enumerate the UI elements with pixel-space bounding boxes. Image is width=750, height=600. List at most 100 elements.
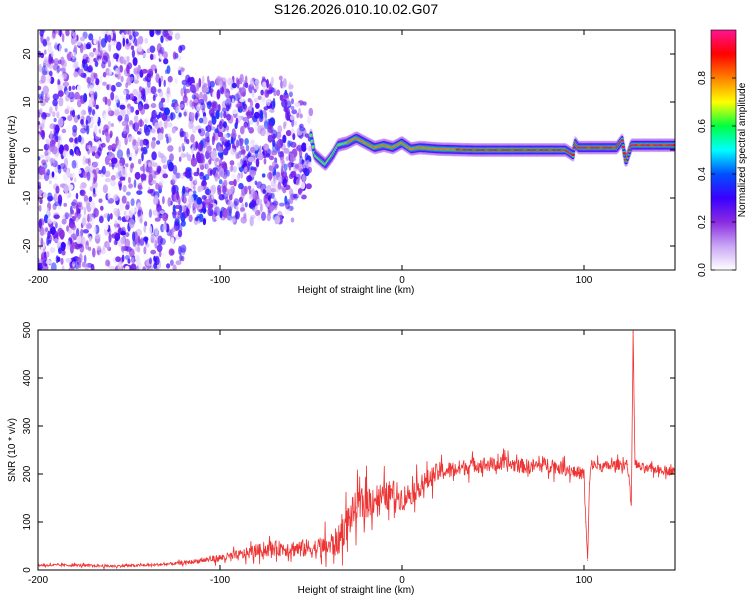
spectrogram-noise-cell <box>66 168 70 177</box>
spectrogram-noise-cell <box>115 136 119 147</box>
spectrogram-noise-cell <box>266 184 272 194</box>
spectrogram-noise-cell <box>66 105 70 111</box>
spectrogram-noise-cell <box>60 241 66 252</box>
spectrogram-noise-cell <box>125 82 129 89</box>
spectrogram-noise-cell <box>92 247 96 258</box>
spectrogram-noise-cell <box>281 98 288 108</box>
spectrogram-noise-cell <box>47 216 54 224</box>
spectrogram-noise-cell <box>183 111 187 117</box>
spectrogram-noise-cell <box>303 162 306 169</box>
spectrogram-noise-cell <box>218 146 223 154</box>
spectrogram-noise-cell <box>292 133 296 141</box>
spectrogram-noise-cell <box>180 67 185 72</box>
spectrogram-noise-cell <box>149 30 155 37</box>
spectrogram-noise-cell <box>85 115 92 124</box>
spectrogram-noise-cell <box>283 163 288 172</box>
spectrogram-noise-cell <box>294 183 297 192</box>
spectrogram-noise-cell <box>130 207 136 213</box>
spectrogram-noise-cell <box>79 43 84 54</box>
spectrogram-noise-cell <box>43 143 50 151</box>
spectrogram-noise-cell <box>301 142 307 152</box>
spectrogram-noise-cell <box>144 243 150 248</box>
spectrogram-noise-cell <box>53 238 59 243</box>
spectrogram-noise-cell <box>107 34 112 43</box>
spectrogram-noise-cell <box>130 45 135 50</box>
spectrogram-noise-cell <box>196 197 202 205</box>
spectrogram-noise-cell <box>53 132 57 140</box>
spectrogram-noise-cell <box>85 222 93 230</box>
spectrogram-noise-cell <box>200 164 205 170</box>
spectrogram-noise-cell <box>140 165 146 172</box>
spectrogram-noise-cell <box>308 107 314 117</box>
spectrogram-noise-cell <box>77 169 82 175</box>
spectrogram-noise-cell <box>282 134 287 144</box>
spectrogram-y-tick-label: 20 <box>22 48 33 60</box>
spectrogram-noise-cell <box>71 261 76 267</box>
spectrogram-noise-cell <box>125 38 129 44</box>
spectrogram-noise-cell <box>85 241 90 250</box>
spectrogram-noise-cell <box>278 202 286 207</box>
spectrogram-noise-cell <box>210 102 217 109</box>
spectrogram-noise-cell <box>115 171 122 179</box>
spectrogram-noise-cell <box>62 150 69 158</box>
spectrogram-noise-cell <box>251 198 257 208</box>
spectrogram-noise-cell <box>288 161 292 171</box>
snr-data-point <box>255 550 257 552</box>
spectrogram-noise-cell <box>179 254 183 262</box>
spectrogram-noise-cell <box>38 156 41 161</box>
spectrogram-noise-cell <box>91 173 95 179</box>
spectrogram-noise-cell <box>107 192 111 200</box>
colorbar-tick-label: 0.2 <box>697 215 708 229</box>
spectrogram-noise-cell <box>233 179 237 187</box>
spectrogram-noise-cell <box>263 143 269 151</box>
snr-x-tick-label: 0 <box>399 575 405 586</box>
colorbar-frame <box>710 29 737 271</box>
spectrogram-noise-cell <box>63 73 67 78</box>
spectrogram-noise-cell <box>201 180 206 187</box>
spectrogram-noise-cell <box>138 146 141 153</box>
spectrogram-noise-cell <box>83 254 87 264</box>
spectrogram-noise-cell <box>142 138 149 146</box>
spectrogram-noise-cell <box>167 81 172 88</box>
spectrogram-noise-cell <box>38 133 41 142</box>
spectrogram-noise-cell <box>284 195 288 205</box>
spectrogram-noise-cell <box>119 95 125 101</box>
spectrogram-noise-cell <box>158 90 164 98</box>
spectrogram-noise-cell <box>266 213 271 222</box>
spectrogram-noise-cell <box>47 230 51 239</box>
spectrogram-noise-cell <box>104 155 110 165</box>
spectrogram-noise-cell <box>260 89 264 96</box>
spectrogram-noise-cell <box>269 206 275 212</box>
spectrogram-noise-cell <box>224 196 229 204</box>
spectrogram-noise-cell <box>245 145 250 152</box>
spectrogram-noise-cell <box>191 125 197 134</box>
spectrogram-noise-cell <box>189 112 195 120</box>
spectrogram-noise-cell <box>246 175 253 183</box>
spectrogram-noise-cell <box>75 244 80 250</box>
spectrogram-noise-cell <box>115 41 122 51</box>
spectrogram-noise-cell <box>257 210 261 215</box>
spectrogram-noise-cell <box>214 207 218 214</box>
spectrogram-noise-cell <box>178 70 181 75</box>
spectrogram-ridge-cell <box>571 153 575 157</box>
spectrogram-noise-cell <box>278 75 283 81</box>
spectrogram-noise-cell <box>72 63 79 69</box>
spectrogram-noise-cell <box>165 32 170 40</box>
spectrogram-noise-cell <box>43 251 47 258</box>
spectrogram-noise-cell <box>167 145 174 152</box>
spectrogram-noise-cell <box>264 149 267 156</box>
spectrogram-noise-cell <box>97 58 101 64</box>
spectrogram-noise-cell <box>212 90 217 100</box>
spectrogram-noise-cell <box>250 146 256 153</box>
spectrogram-noise-cell <box>267 134 273 143</box>
spectrogram-noise-cell <box>89 200 96 210</box>
spectrogram-noise-cell <box>116 149 124 160</box>
spectrogram-noise-cell <box>167 197 172 207</box>
spectrogram-noise-cell <box>244 166 248 173</box>
spectrogram-noise-cell <box>225 92 230 98</box>
spectrogram-noise-cell <box>228 180 235 186</box>
spectrogram-noise-cell <box>199 91 203 99</box>
colorbar-gradient <box>711 30 736 270</box>
spectrogram-noise-cell <box>209 169 213 176</box>
spectrogram-noise-cell <box>156 244 163 253</box>
